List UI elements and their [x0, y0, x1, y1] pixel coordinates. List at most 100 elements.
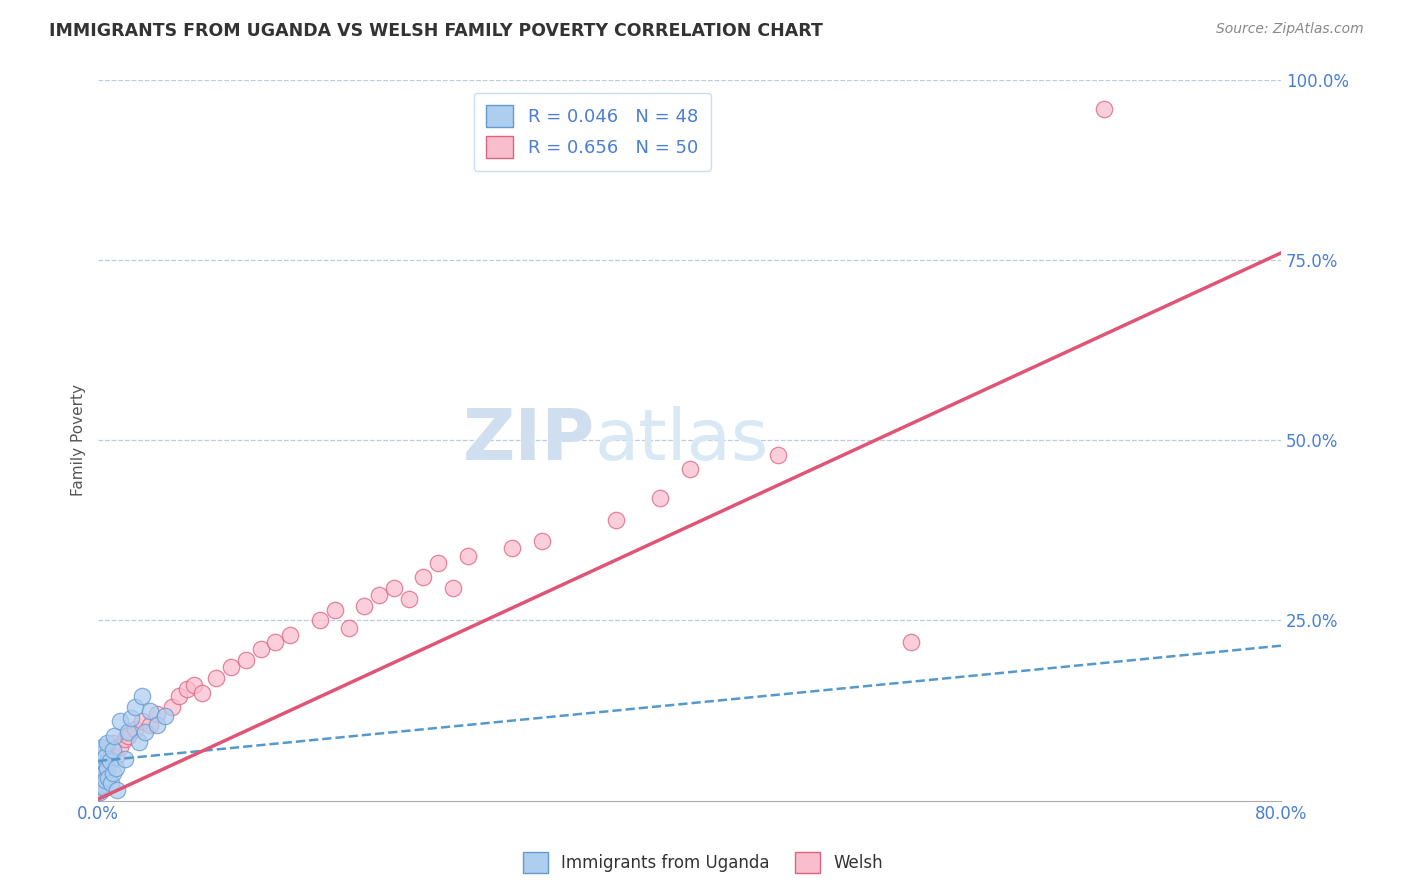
Point [398, 591, 420, 606]
Point [412, 570, 434, 584]
Point [89, 754, 111, 768]
Point [90, 770, 112, 784]
Point [104, 750, 127, 764]
Point [339, 621, 361, 635]
Point [146, 718, 169, 732]
Point [110, 714, 132, 729]
Legend: R = 0.046   N = 48, R = 0.656   N = 50: R = 0.046 N = 48, R = 0.656 N = 50 [474, 93, 711, 171]
Text: atlas: atlas [595, 406, 769, 475]
Point [139, 704, 162, 718]
Point [90, 779, 112, 793]
Point [120, 711, 142, 725]
Point [353, 599, 375, 613]
Point [648, 491, 671, 505]
Point [153, 708, 176, 723]
Y-axis label: Family Poverty: Family Poverty [72, 384, 86, 496]
Point [96, 747, 118, 761]
Point [101, 766, 124, 780]
Point [94, 764, 117, 779]
Point [278, 628, 301, 642]
Point [457, 549, 479, 563]
Point [205, 671, 228, 685]
Point [134, 725, 156, 739]
Point [101, 743, 124, 757]
Point [89, 761, 111, 775]
Text: Source: ZipAtlas.com: Source: ZipAtlas.com [1216, 22, 1364, 37]
Point [87, 764, 110, 779]
Point [89, 772, 111, 786]
Point [103, 729, 125, 743]
Point [89, 766, 111, 780]
Point [605, 512, 627, 526]
Point [308, 614, 330, 628]
Point [90, 756, 112, 771]
Point [160, 700, 183, 714]
Point [93, 759, 115, 773]
Point [146, 707, 169, 722]
Point [117, 729, 139, 743]
Point [114, 752, 136, 766]
Point [104, 761, 127, 775]
Point [530, 534, 553, 549]
Point [89, 775, 111, 789]
Point [183, 678, 205, 692]
Point [501, 541, 523, 556]
Point [219, 660, 242, 674]
Point [91, 754, 114, 768]
Point [100, 775, 122, 789]
Point [89, 761, 111, 775]
Point [678, 462, 700, 476]
Point [87, 757, 110, 772]
Point [96, 761, 118, 775]
Point [89, 743, 111, 757]
Point [87, 778, 110, 792]
Point [90, 768, 112, 782]
Point [249, 642, 271, 657]
Point [124, 700, 146, 714]
Point [89, 775, 111, 789]
Point [91, 778, 114, 792]
Point [427, 556, 450, 570]
Point [89, 782, 111, 797]
Point [766, 448, 789, 462]
Point [93, 766, 115, 780]
Point [87, 773, 110, 788]
Text: ZIP: ZIP [463, 406, 595, 475]
Point [176, 681, 198, 696]
Point [90, 764, 112, 778]
Point [368, 588, 391, 602]
Point [323, 602, 346, 616]
Point [124, 722, 146, 736]
Point [235, 653, 257, 667]
Point [89, 766, 111, 780]
Point [131, 714, 153, 729]
Point [93, 780, 115, 795]
Point [264, 635, 287, 649]
Legend: Immigrants from Uganda, Welsh: Immigrants from Uganda, Welsh [516, 846, 890, 880]
Point [96, 736, 118, 750]
Point [382, 581, 405, 595]
Point [98, 743, 121, 757]
Point [105, 782, 128, 797]
Point [131, 689, 153, 703]
Text: IMMIGRANTS FROM UGANDA VS WELSH FAMILY POVERTY CORRELATION CHART: IMMIGRANTS FROM UGANDA VS WELSH FAMILY P… [49, 22, 823, 40]
Point [1092, 102, 1115, 116]
Point [87, 772, 110, 786]
Point [190, 685, 212, 699]
Point [117, 725, 139, 739]
Point [91, 759, 114, 773]
Point [89, 785, 111, 799]
Point [139, 718, 162, 732]
Point [114, 732, 136, 747]
Point [110, 739, 132, 754]
Point [87, 779, 110, 793]
Point [94, 773, 117, 788]
Point [97, 771, 120, 785]
Point [90, 747, 112, 761]
Point [169, 689, 191, 703]
Point [98, 754, 121, 768]
Point [128, 734, 150, 748]
Point [101, 736, 124, 750]
Point [441, 581, 464, 595]
Point [900, 635, 922, 649]
